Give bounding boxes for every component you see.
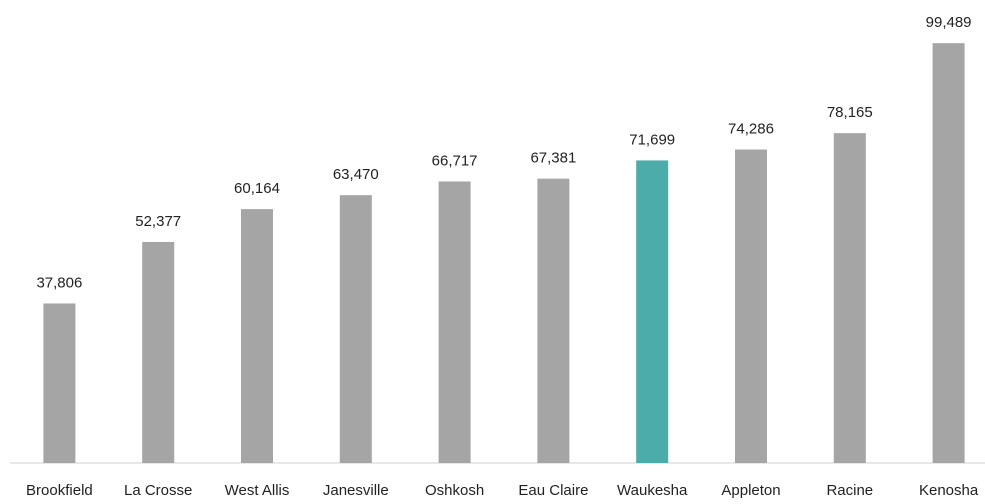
x-tick-label: Eau Claire bbox=[518, 482, 588, 499]
x-tick-label: Appleton bbox=[721, 482, 780, 499]
data-label: 37,806 bbox=[36, 274, 82, 291]
bar bbox=[438, 181, 471, 463]
bar bbox=[833, 133, 866, 463]
bar bbox=[537, 178, 570, 464]
data-label: 99,489 bbox=[926, 14, 972, 31]
data-label: 71,699 bbox=[629, 131, 675, 148]
x-tick-label: Racine bbox=[826, 482, 873, 499]
bar bbox=[43, 303, 76, 463]
data-label: 74,286 bbox=[728, 120, 774, 137]
data-label: 67,381 bbox=[530, 150, 576, 167]
bar bbox=[241, 209, 273, 463]
x-tick-label: Waukesha bbox=[617, 482, 688, 499]
x-tick-label: Kenosha bbox=[919, 482, 979, 499]
x-tick-label: West Allis bbox=[225, 482, 290, 499]
data-label: 63,470 bbox=[333, 166, 379, 183]
x-tick-label: La Crosse bbox=[124, 482, 192, 499]
bar bbox=[735, 149, 767, 464]
x-tick-label: Oshkosh bbox=[425, 482, 484, 499]
data-label: 66,717 bbox=[432, 152, 478, 169]
bar bbox=[142, 241, 175, 463]
data-label: 78,165 bbox=[827, 104, 873, 121]
data-label: 60,164 bbox=[234, 180, 280, 197]
x-tick-label: Janesville bbox=[323, 482, 389, 499]
bar bbox=[636, 160, 669, 463]
bar bbox=[932, 43, 965, 463]
x-tick-label: Brookfield bbox=[26, 482, 93, 499]
data-label: 52,377 bbox=[135, 213, 181, 230]
bar bbox=[339, 195, 372, 463]
